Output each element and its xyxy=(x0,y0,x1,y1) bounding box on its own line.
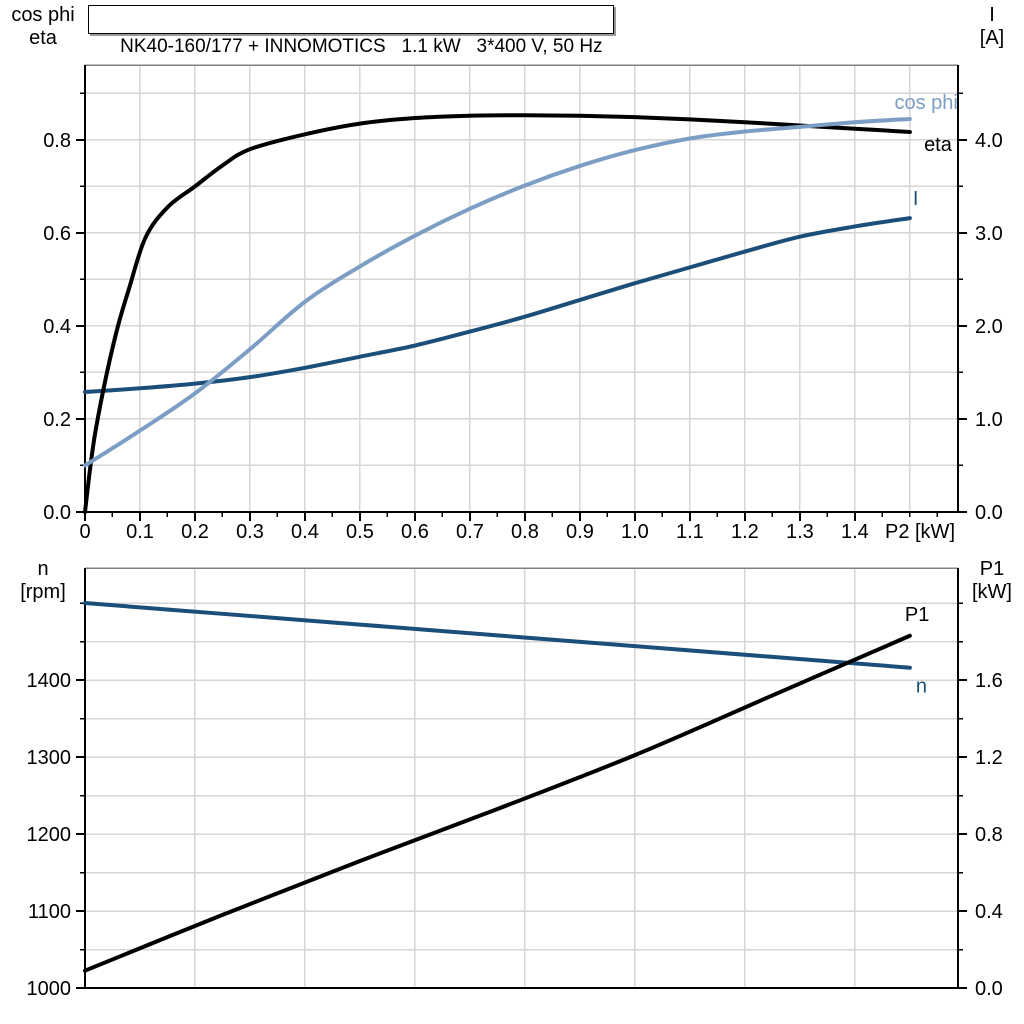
y-left-tick-label: 1400 xyxy=(27,670,72,692)
n-curve-label: n xyxy=(916,676,927,698)
y-right-tick-label: 0.0 xyxy=(975,502,1003,524)
x-tick-label: 0.3 xyxy=(236,521,264,543)
x-tick-label: 0 xyxy=(79,521,90,543)
bottom-chart-y-left-axis: 1000 1100 1200 1300 1400 xyxy=(27,602,85,1000)
chart-title: NK40-160/177 + INNOMOTICS 1.1 kW 3*400 V… xyxy=(120,36,603,57)
y-left-tick-label: 0.0 xyxy=(43,502,71,524)
top-chart-y-right-axis: 0.0 1.0 2.0 3.0 4.0 xyxy=(958,92,1003,524)
I-curve-label: I xyxy=(913,188,919,210)
x-tick-label: 1.3 xyxy=(786,521,814,543)
y-right-tick-label: 1.0 xyxy=(975,409,1003,431)
y-left-tick-label: 0.4 xyxy=(43,316,71,338)
axis-title-line: eta xyxy=(29,27,57,49)
cos-phi-curve-label: cos phi xyxy=(895,92,958,114)
top-chart-grid xyxy=(85,65,958,512)
I-curve xyxy=(83,216,912,395)
y-right-tick-label: 2.0 xyxy=(975,316,1003,338)
eta-curve-label: eta xyxy=(924,134,953,156)
x-tick-label: 0.5 xyxy=(346,521,374,543)
y-left-tick-label: 1300 xyxy=(27,747,72,769)
axis-title-line: [kW] xyxy=(972,581,1012,603)
y-right-tick-label: 4.0 xyxy=(975,130,1003,152)
chart-title-box: NK40-160/177 + INNOMOTICS 1.1 kW 3*400 V… xyxy=(88,5,614,57)
x-tick-label: 1.0 xyxy=(621,521,649,543)
x-tick-label: 0.2 xyxy=(181,521,209,543)
x-tick-label: 1.1 xyxy=(676,521,704,543)
axis-title-line: cos phi xyxy=(11,4,75,26)
x-tick-label: 1.2 xyxy=(731,521,759,543)
axis-title-line: [A] xyxy=(979,27,1005,49)
x-tick-label: 0.8 xyxy=(511,521,539,543)
eta-curve xyxy=(83,113,912,514)
axis-title-line: n xyxy=(37,558,49,580)
x-tick-label: 0.7 xyxy=(456,521,484,543)
top-chart-frame xyxy=(84,64,959,513)
y-left-tick-label: 0.2 xyxy=(43,409,71,431)
y-left-tick-label: 0.6 xyxy=(43,223,71,245)
x-tick-label: 1.4 xyxy=(841,521,869,543)
P1-curve xyxy=(83,633,912,973)
x-axis-title: P2 [kW] xyxy=(885,521,955,543)
y-right-tick-label: 1.6 xyxy=(975,670,1003,692)
bottom-chart-series: n P1 xyxy=(83,601,929,973)
bottom-chart-right-axis-title: P1 [kW] xyxy=(964,558,1020,604)
P1-curve-label: P1 xyxy=(905,604,929,626)
n-curve xyxy=(83,601,912,670)
bottom-chart-left-axis-title: n [rpm] xyxy=(4,558,82,604)
y-right-tick-label: 0.4 xyxy=(975,901,1003,923)
x-tick-label: 0.6 xyxy=(401,521,429,543)
bottom-chart-grid xyxy=(85,568,958,988)
x-tick-label: 0.1 xyxy=(126,521,154,543)
axis-title-line: I xyxy=(989,4,995,26)
axis-title-line: [rpm] xyxy=(20,581,66,603)
y-left-tick-label: 0.8 xyxy=(43,130,71,152)
y-right-tick-label: 0.0 xyxy=(975,978,1003,1000)
top-chart-y-left-axis: 0.0 0.2 0.4 0.6 0.8 xyxy=(43,92,85,524)
axis-title-line: P1 xyxy=(979,558,1005,580)
y-right-tick-label: 1.2 xyxy=(975,747,1003,769)
y-left-tick-label: 1100 xyxy=(28,901,71,923)
y-left-tick-label: 1200 xyxy=(27,824,72,846)
x-tick-label: 0.9 xyxy=(566,521,594,543)
top-chart-left-axis-title: cos phi eta xyxy=(4,4,82,50)
top-chart-x-axis: 0 0.1 0.2 0.3 0.4 0.5 0.6 0.7 0.8 0.9 1.0 1.1 1.2 1.3… xyxy=(79,512,955,543)
cos-phi-curve xyxy=(83,116,912,468)
bottom-chart-frame xyxy=(84,567,959,989)
y-left-tick-label: 1000 xyxy=(27,978,72,1000)
bottom-chart-y-right-axis: 0.0 0.4 0.8 1.2 1.6 xyxy=(958,602,1003,1000)
y-right-tick-label: 3.0 xyxy=(975,223,1003,245)
y-right-tick-label: 0.8 xyxy=(975,824,1003,846)
top-chart-right-axis-title: I [A] xyxy=(964,4,1020,50)
x-tick-label: 0.4 xyxy=(291,521,319,543)
